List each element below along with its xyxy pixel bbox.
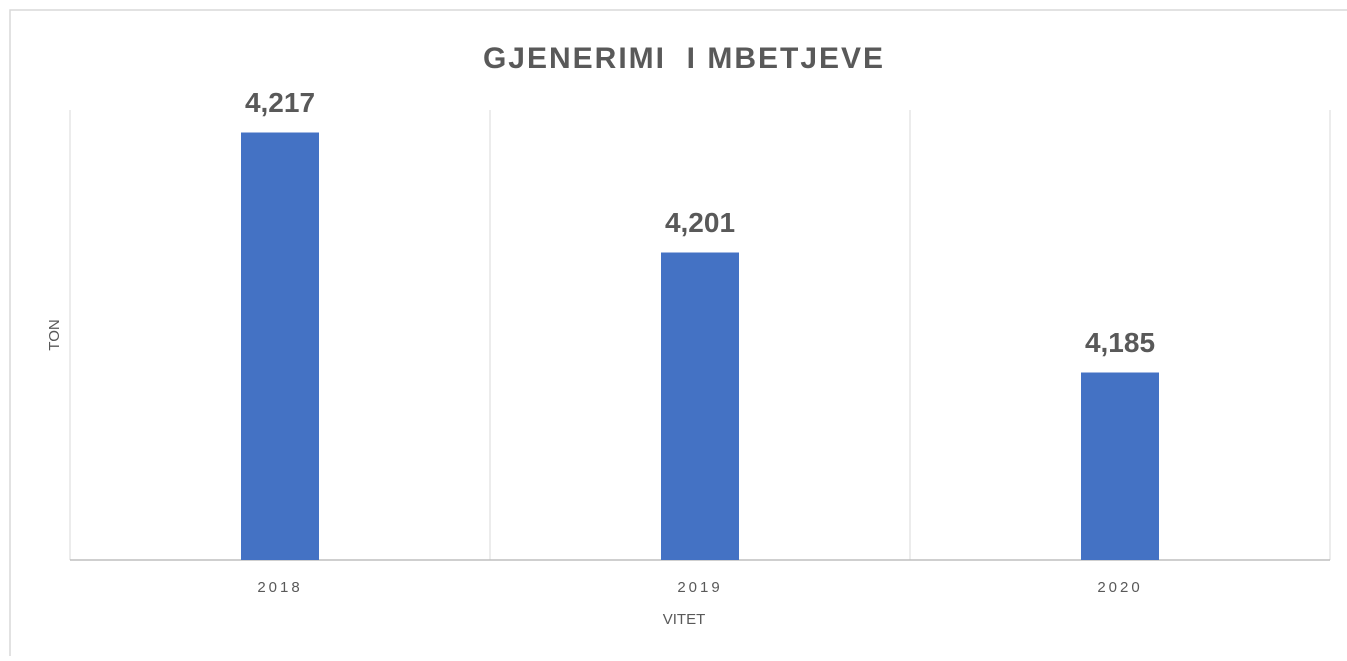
x-tick-label: 2018 — [257, 579, 302, 596]
x-tick-label: 2020 — [1097, 579, 1142, 596]
x-axis-title: VITET — [663, 611, 706, 628]
bar — [241, 132, 319, 560]
x-tick-label: 2019 — [677, 579, 722, 596]
data-label: 4,201 — [665, 207, 735, 238]
data-label: 4,185 — [1085, 327, 1155, 358]
data-label: 4,217 — [245, 87, 315, 118]
bar — [1081, 372, 1159, 560]
y-axis-title: TON — [46, 319, 63, 350]
bar — [661, 252, 739, 560]
chart-title: GJENERIMI I MBETJEVE — [483, 42, 885, 75]
